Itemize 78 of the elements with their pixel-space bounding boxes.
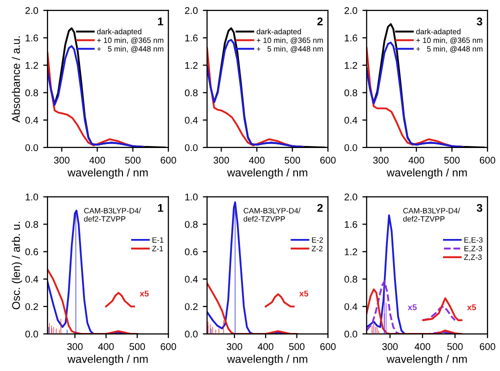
annotation: 2 (317, 18, 323, 26)
x-tick-label: 300 (54, 156, 70, 164)
y-tick-label: 0.4 (25, 116, 38, 124)
y-tick-label: 0.8 (184, 89, 198, 96)
x-tick-label: 500 (444, 156, 460, 164)
y-axis-title: Absorbance / a.u. (12, 36, 20, 122)
y-tick-label: 0.6 (184, 248, 198, 256)
y-tick-label: 0.0 (25, 144, 38, 152)
x-axis-title: wavelength / nm (67, 168, 148, 179)
y-tick-label: 0.4 (344, 116, 358, 124)
x-tick-label: 300 (382, 343, 398, 350)
x-tick-label: 500 (284, 156, 300, 164)
annotation: x5 (408, 304, 417, 310)
x-tick-label: 500 (447, 343, 463, 350)
x-tick-label: 600 (480, 156, 496, 164)
x-tick-label: 300 (373, 156, 389, 164)
y-tick-label: 0.2 (25, 303, 38, 310)
annotation: 1 (158, 18, 164, 26)
y-tick-label: 0.4 (25, 276, 38, 283)
y-tick-label: 0.8 (184, 220, 198, 228)
y-tick-label: 0.0 (184, 330, 198, 338)
x-tick-label: 600 (160, 343, 176, 350)
x-axis-title: wavelength / nm (386, 354, 467, 366)
annotation: 1 (158, 204, 164, 212)
y-tick-label: 1.6 (344, 220, 358, 228)
x-tick-label: 400 (414, 343, 430, 350)
y-tick-label: 2.0 (344, 194, 358, 200)
x-axis-title: wavelength / nm (386, 168, 467, 179)
y-tick-label: 0.8 (25, 89, 38, 96)
x-axis-title: wavelength / nm (67, 354, 148, 366)
x-tick-label: 500 (289, 343, 305, 350)
y-tick-label: 1.0 (185, 194, 198, 200)
y-tick-label: 1.2 (26, 62, 38, 69)
annotation: 3 (476, 18, 482, 26)
y-tick-label: 0.8 (25, 220, 38, 228)
y-tick-label: 2.0 (344, 7, 358, 14)
y-tick-label: 0.2 (184, 303, 198, 310)
x-tick-label: 400 (98, 343, 114, 350)
x-axis-title: wavelength / nm (227, 354, 308, 366)
x-tick-label: 600 (320, 343, 336, 350)
y-tick-label: 0.0 (25, 330, 38, 338)
x-tick-label: 500 (130, 343, 145, 350)
y-tick-label: 0.8 (344, 276, 358, 283)
annotation: x5 (140, 290, 149, 297)
annotation: 3 (476, 204, 482, 212)
y-tick-label: 0.4 (344, 303, 358, 310)
y-tick-label: 0.0 (344, 330, 358, 338)
y-tick-label: 0.4 (184, 116, 198, 124)
x-tick-label: 400 (258, 343, 274, 350)
y-tick-label: 0.6 (25, 248, 38, 256)
annotation: 2 (317, 204, 323, 212)
x-tick-label: 600 (480, 343, 496, 350)
y-tick-label: 2.0 (25, 7, 38, 14)
x-tick-label: 600 (320, 156, 336, 164)
y-tick-label: 0.0 (344, 144, 358, 152)
y-tick-label: 1.6 (344, 34, 358, 42)
y-tick-label: 1.2 (344, 62, 358, 69)
x-tick-label: 500 (125, 156, 141, 164)
x-tick-label: 400 (89, 156, 106, 164)
y-tick-label: 1.2 (185, 62, 198, 69)
y-axis-title: Osc. (len) / arb. u. (12, 222, 22, 310)
y-tick-label: 1.2 (344, 248, 358, 256)
y-tick-label: 0.0 (184, 144, 198, 152)
x-tick-label: 400 (248, 156, 265, 164)
y-tick-label: 1.6 (185, 34, 198, 42)
x-tick-label: 400 (408, 156, 424, 164)
x-tick-label: 300 (214, 156, 230, 164)
y-tick-label: 0.4 (184, 276, 198, 283)
y-tick-label: 1.6 (26, 34, 38, 42)
x-tick-label: 300 (226, 343, 242, 350)
annotation: x5 (467, 304, 476, 310)
x-tick-label: 300 (67, 343, 83, 350)
x-axis-title: wavelength / nm (227, 168, 308, 179)
x-tick-label: 600 (160, 156, 176, 164)
y-tick-label: 2.0 (185, 7, 198, 14)
y-tick-label: 0.8 (344, 89, 358, 96)
annotation: x5 (299, 290, 308, 297)
y-tick-label: 1.0 (26, 194, 38, 200)
